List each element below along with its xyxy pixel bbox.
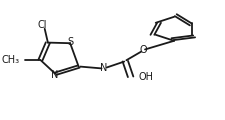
Text: N: N <box>100 63 108 73</box>
Text: CH₃: CH₃ <box>1 55 19 65</box>
Text: OH: OH <box>139 72 154 82</box>
Text: N: N <box>51 70 58 80</box>
Text: O: O <box>140 45 147 55</box>
Text: Cl: Cl <box>38 20 47 30</box>
Text: S: S <box>68 37 74 47</box>
